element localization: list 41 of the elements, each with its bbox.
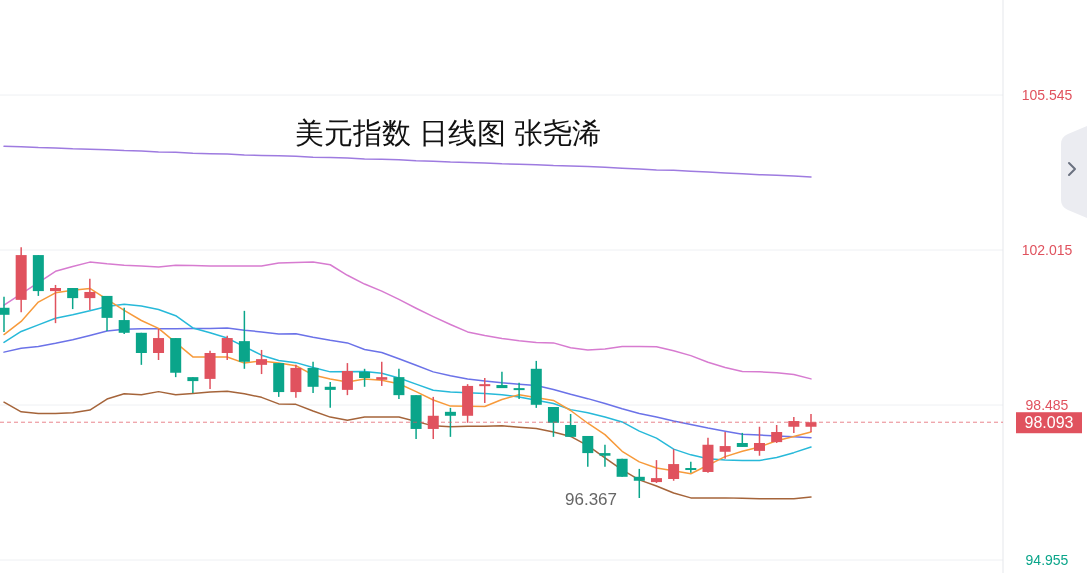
- candlestick: [444, 407, 456, 438]
- candlestick: [153, 328, 165, 361]
- candlestick: [633, 468, 645, 499]
- annotation: 96.367: [565, 490, 617, 509]
- text: 美元指数 日线图 张尧浠: [294, 117, 602, 149]
- candlestick: [101, 295, 113, 332]
- candlestick: [513, 382, 525, 400]
- y-tick-label: 98.485: [1025, 397, 1069, 414]
- candlestick: [753, 426, 765, 457]
- candlestick: [221, 335, 233, 361]
- candlestick: [84, 278, 96, 311]
- candlestick: [685, 461, 697, 474]
- candlestick: [118, 307, 130, 335]
- candlestick: [341, 362, 353, 396]
- candlestick: [50, 284, 62, 324]
- candlestick: [479, 377, 491, 404]
- candlestick: [376, 361, 388, 387]
- candlestick: [719, 431, 731, 460]
- candlestick: [67, 287, 79, 310]
- candlestick: [135, 332, 147, 366]
- candlestick: [582, 435, 594, 468]
- y-tick-label: 94.955: [1025, 552, 1069, 568]
- candlestick: [324, 381, 336, 409]
- ref-line-label: 98.093: [1024, 413, 1074, 431]
- candlestick: [0, 296, 10, 333]
- candlestick: [393, 368, 405, 400]
- candlestick: [307, 361, 319, 394]
- candlestick: [238, 310, 250, 370]
- candlestick: [650, 459, 662, 484]
- candlestick: [496, 371, 508, 389]
- line-series: [3, 145, 812, 178]
- candlestick: [599, 444, 611, 468]
- candlestick: [256, 349, 268, 375]
- candlestick: [565, 413, 577, 438]
- candlestick: [771, 424, 783, 444]
- candlestick: [359, 368, 371, 388]
- candlestick: [187, 376, 199, 394]
- candlestick: [668, 448, 680, 482]
- y-tick-label: 105.545: [1021, 87, 1073, 104]
- y-tick-label: 102.015: [1021, 242, 1073, 259]
- candlestick: [547, 406, 559, 438]
